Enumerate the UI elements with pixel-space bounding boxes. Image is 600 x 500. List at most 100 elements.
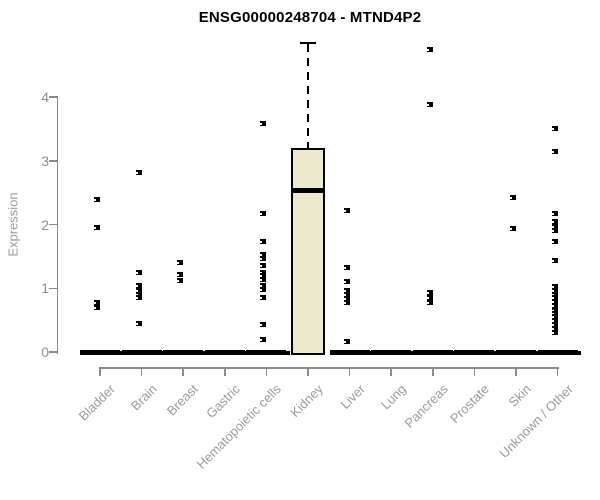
data-point[interactable] [426,289,433,295]
data-point[interactable] [343,287,350,293]
data-point[interactable] [260,294,267,300]
data-point[interactable] [551,149,558,155]
y-axis-tick-label: 3 [41,152,49,169]
zero-bar-notch [577,350,582,355]
data-point[interactable] [343,265,350,271]
data-point[interactable] [260,256,267,262]
data-point[interactable] [551,308,558,314]
data-point[interactable] [551,211,558,217]
data-point[interactable] [343,338,350,344]
data-point[interactable] [343,207,350,213]
y-axis-tick-label: 4 [41,89,49,105]
y-axis-tick-label: 2 [41,216,49,233]
data-point[interactable] [551,126,558,132]
data-point[interactable] [551,329,558,335]
y-axis-tick [49,287,58,289]
data-point[interactable] [260,287,267,293]
data-point[interactable] [551,228,558,234]
data-point[interactable] [135,320,142,326]
data-point[interactable] [135,295,142,301]
data-point[interactable] [135,287,142,293]
data-point[interactable] [510,225,516,231]
data-point[interactable] [510,194,516,200]
zero-median-bar[interactable] [496,349,536,355]
data-point[interactable] [551,219,558,225]
x-axis-tick [556,367,559,376]
data-point[interactable] [94,224,100,230]
zero-median-bar[interactable] [371,349,412,355]
zero-bar-notch [493,350,498,355]
y-axis-line [56,97,58,354]
data-point[interactable] [260,276,267,282]
data-point[interactable] [343,295,350,301]
x-axis-tick [348,367,351,376]
zero-median-bar[interactable] [80,349,120,355]
zero-median-bar[interactable] [454,349,495,355]
zero-median-bar[interactable] [329,349,370,355]
zero-bar-notch [119,350,124,355]
y-axis-tick-label: 0 [41,344,49,360]
data-point[interactable] [551,292,558,298]
x-axis-tick [390,367,392,376]
data-point[interactable] [551,325,558,331]
zero-median-bar[interactable] [121,349,162,355]
data-point[interactable] [426,47,433,53]
data-point[interactable] [260,120,267,126]
data-point[interactable] [551,257,558,263]
data-point[interactable] [551,311,558,317]
data-point[interactable] [551,314,558,320]
data-point[interactable] [551,302,558,308]
data-point[interactable] [343,299,350,305]
data-point[interactable] [260,251,267,257]
data-point[interactable] [343,279,350,285]
zero-median-bar[interactable] [412,349,453,355]
zero-bar-notch [410,350,415,355]
data-point[interactable] [551,318,558,324]
boxplot-whisker [306,44,310,149]
data-point[interactable] [551,223,558,229]
data-point[interactable] [94,304,100,310]
data-point[interactable] [551,295,558,301]
data-point[interactable] [260,238,267,244]
data-point[interactable] [177,271,184,277]
data-point[interactable] [260,210,267,216]
data-point[interactable] [260,269,267,275]
boxplot-box[interactable] [291,148,325,355]
data-point[interactable] [260,337,267,343]
zero-median-bar[interactable] [204,349,245,355]
data-point[interactable] [551,299,558,305]
zero-median-bar[interactable] [537,349,578,355]
y-axis-tick [49,160,58,162]
data-point[interactable] [551,288,558,294]
data-point[interactable] [551,284,558,290]
data-point[interactable] [135,169,142,175]
zero-bar-notch [161,350,166,355]
data-point[interactable] [94,300,100,306]
y-axis-tick [49,351,58,353]
data-point[interactable] [343,292,350,298]
data-point[interactable] [135,292,142,298]
data-point[interactable] [135,270,142,276]
boxplot-median-line[interactable] [292,187,324,193]
data-point[interactable] [551,239,558,245]
data-point[interactable] [94,196,100,202]
data-point[interactable] [551,322,558,328]
data-point[interactable] [260,273,267,278]
x-axis-tick [307,367,309,376]
zero-median-bar[interactable] [246,349,287,355]
zero-median-bar[interactable] [163,349,204,355]
data-point[interactable] [426,295,433,301]
data-point[interactable] [177,259,184,265]
zero-bar-notch [202,350,207,355]
data-point[interactable] [135,282,142,288]
data-point[interactable] [260,263,267,269]
data-point[interactable] [177,278,184,284]
boxplot-whisker-cap [299,41,316,45]
data-point[interactable] [260,283,267,289]
data-point[interactable] [260,322,267,328]
data-point[interactable] [426,101,433,107]
x-axis-tick [99,367,101,376]
data-point[interactable] [426,299,433,305]
x-axis-tick [140,367,143,376]
